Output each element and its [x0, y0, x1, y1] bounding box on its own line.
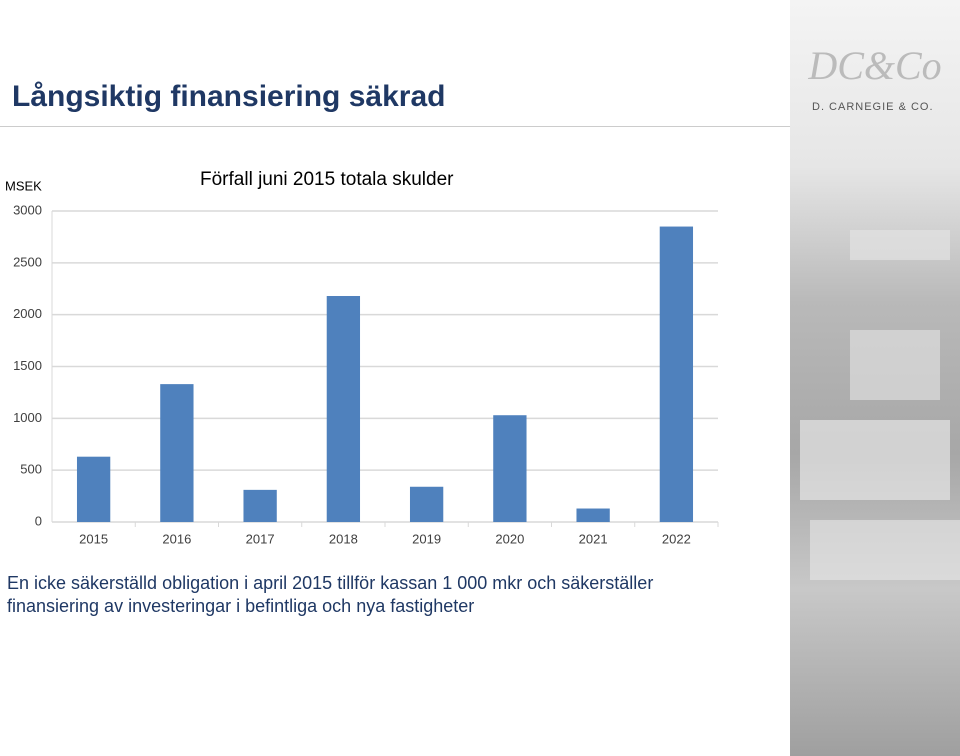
x-tick-label: 2017 [246, 531, 275, 546]
y-tick-label: 1500 [13, 358, 42, 373]
body-text: En icke säkerställd obligation i april 2… [7, 573, 654, 616]
bar [326, 296, 361, 522]
x-tick-label: 2022 [662, 531, 691, 546]
y-tick-label: 2500 [13, 254, 42, 269]
bar [409, 486, 444, 522]
x-tick-label: 2021 [579, 531, 608, 546]
y-tick-label: 1000 [13, 410, 42, 425]
y-tick-label: 2000 [13, 306, 42, 321]
slide-title: Långsiktig finansiering säkrad [12, 80, 446, 113]
y-tick-label: 500 [20, 462, 42, 477]
y-axis-label: MSEK [5, 178, 42, 193]
x-tick-label: 2019 [412, 531, 441, 546]
svg-text:DC&Co: DC&Co [807, 43, 941, 88]
brand-name: D. CARNEGIE & CO. [812, 101, 934, 113]
chart-title: Förfall juni 2015 totala skulder [200, 169, 454, 190]
bar [659, 226, 694, 523]
chart: Förfall juni 2015 totala skulder MSEK 0 5… [5, 169, 719, 546]
divider [0, 126, 790, 127]
bar [576, 508, 610, 522]
y-tick-label: 3000 [13, 202, 42, 217]
bar [493, 415, 527, 522]
photo-panel: DC&Co [790, 0, 960, 756]
bar [243, 489, 277, 522]
bar [160, 384, 194, 522]
x-tick-label: 2018 [329, 531, 358, 546]
photo-shapes: DC&Co [800, 43, 960, 580]
y-tick-label: 0 [35, 513, 42, 528]
x-tick-label: 2015 [79, 531, 108, 546]
bar [76, 456, 111, 522]
x-tick-label: 2016 [162, 531, 191, 546]
x-tick-label: 2020 [495, 531, 524, 546]
